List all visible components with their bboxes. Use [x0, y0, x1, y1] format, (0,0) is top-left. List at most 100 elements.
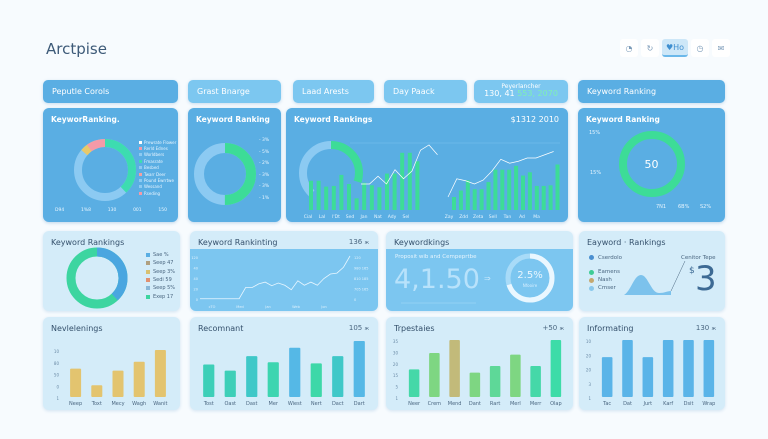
- value: +50: [542, 324, 558, 332]
- bar: [550, 340, 562, 397]
- legend-item: Rseding: [139, 190, 176, 196]
- y-tick-label: 15: [393, 373, 399, 378]
- x-tick-label: Zeta: [473, 214, 484, 220]
- bar: [246, 356, 258, 397]
- label: 6B%: [678, 204, 690, 210]
- bar: [683, 340, 694, 397]
- x-tick-label: Crem: [428, 401, 442, 407]
- legend-swatch: [139, 191, 142, 195]
- mail-icon[interactable]: ✉: [712, 39, 730, 57]
- twitter-button[interactable]: ♥ Ho: [662, 39, 688, 57]
- y-tick-label: 80: [54, 361, 60, 366]
- x-tick-label: Wanit: [153, 401, 167, 407]
- legend-swatch: [139, 153, 142, 157]
- y-tick-label: 3: [588, 382, 591, 387]
- tick-label: - 3%: [259, 172, 270, 178]
- y-tick-label: 810 185: [354, 277, 368, 281]
- widget-bar-recomnant: Recomnant 105 ж Tost Oast Dast Mer Wiest Nert…: [190, 317, 378, 410]
- bar: [500, 169, 505, 210]
- x-tick-label: Dant: [469, 401, 481, 407]
- bar: [449, 340, 460, 397]
- annotation-line: [670, 260, 686, 292]
- total-value: $1312 2010: [510, 115, 559, 124]
- x-tick-label: Lal: [319, 214, 326, 220]
- legend-swatch: [139, 179, 142, 183]
- gauge-value: 50: [644, 158, 659, 171]
- legend-label: Seep 3%: [153, 268, 176, 275]
- legend-swatch: [139, 185, 142, 189]
- widget-bar-informating: Informating 130 ж Tac Dat Jurt Karf Dsit Wrap…: [579, 317, 725, 410]
- ring-sublabel: Nfooire: [522, 283, 538, 288]
- legend-label: Fmasrate: [144, 158, 163, 164]
- pill-peputle-corols[interactable]: Peputle Corols: [43, 80, 178, 103]
- ring-value: [505, 253, 555, 303]
- legend-item: Cserdolo: [589, 255, 622, 268]
- x-tick-label: Jurt: [642, 401, 652, 407]
- legend-label: Eamens: [598, 269, 620, 275]
- y-tick-label: 40: [194, 277, 198, 281]
- stat-value-a: 130, 41: [484, 89, 515, 99]
- x-tick-label: Dact: [332, 401, 344, 407]
- x-tick-label: Olap: [550, 401, 562, 407]
- x-tick-label: Jan: [360, 214, 368, 220]
- legend-swatch: [139, 147, 142, 151]
- big-value: 3: [695, 259, 717, 299]
- rss-icon[interactable]: ◔: [620, 39, 638, 57]
- stat-value-b: 553, 2070: [517, 89, 558, 99]
- widget-title: Keyword Rankings: [51, 238, 125, 247]
- y-tick-label: 10: [54, 349, 60, 354]
- bar: [541, 185, 546, 210]
- widget-kpi: Keywordkings Proposit wib and Cempeprtbe…: [386, 231, 573, 311]
- bar: [472, 189, 477, 210]
- bar: [362, 182, 367, 210]
- legend-label: Sedi 59: [153, 277, 172, 284]
- widget-title: Trpestaies: [394, 324, 435, 333]
- x-tick-label: Rart: [490, 401, 500, 407]
- y-tick-label: 20: [586, 353, 592, 358]
- pill-keyword-ranking[interactable]: Keyword Ranking: [578, 80, 725, 103]
- bar: [429, 353, 440, 397]
- pill-day-paack[interactable]: Day Paack: [384, 80, 467, 103]
- legend-label: Exep 17: [153, 293, 174, 300]
- y-tick-label: 20: [194, 288, 198, 292]
- bar: [154, 350, 166, 397]
- series-line: [200, 255, 351, 300]
- legend-dot: [589, 277, 594, 283]
- legend-label: Sae %: [153, 252, 169, 259]
- x-tick-label: Zdd: [459, 214, 468, 220]
- x-tick-label: Neep: [69, 401, 82, 407]
- clock-icon[interactable]: ◷: [691, 39, 709, 57]
- x-tick-label: Zay: [445, 214, 454, 220]
- unit: ж: [559, 326, 564, 332]
- y-tick-label: 50: [54, 373, 60, 378]
- x-tick-label: Toxt: [91, 401, 102, 407]
- bar: [493, 169, 498, 210]
- bar: [548, 185, 553, 210]
- legend-label: Seep 5%: [153, 285, 176, 292]
- bar: [91, 385, 103, 397]
- refresh-icon[interactable]: ↻: [641, 39, 659, 57]
- ring-value: 2.5%: [517, 270, 543, 281]
- toolbar: ◔ ↻ ♥ Ho ◷ ✉: [620, 39, 730, 57]
- y-tick-label: 0: [354, 298, 356, 302]
- bar: [369, 185, 374, 210]
- value: 105: [348, 324, 363, 332]
- bar: [353, 341, 365, 397]
- y-tick-label: 40: [194, 267, 198, 271]
- bar: [479, 189, 484, 210]
- y-tick-label: 120: [354, 256, 361, 260]
- pill-laad-arests[interactable]: Laad Arests: [293, 80, 374, 103]
- pill-stat[interactable]: Peyerlancher 130, 41 553, 2070: [474, 80, 568, 103]
- y-tick-label: 10: [586, 339, 592, 344]
- label: S2%: [700, 204, 712, 210]
- widget-title: KeyworRanking.: [51, 115, 120, 124]
- pill-grast-bnarge[interactable]: Grast Bnarge: [188, 80, 281, 103]
- x-tick-label: Wagh: [132, 401, 146, 407]
- bar: [465, 180, 470, 210]
- x-tick-label: cTO: [209, 305, 216, 309]
- kpi-value: 4,1.50: [394, 264, 480, 295]
- arrow-icon: ⇒: [484, 274, 491, 283]
- y-tick-label: 5: [395, 385, 398, 390]
- widget-mini-area: Eayword · Rankings Cserdolo Eamens Nash Cms…: [579, 231, 725, 311]
- widget-title: Keyword Ranking: [196, 115, 270, 124]
